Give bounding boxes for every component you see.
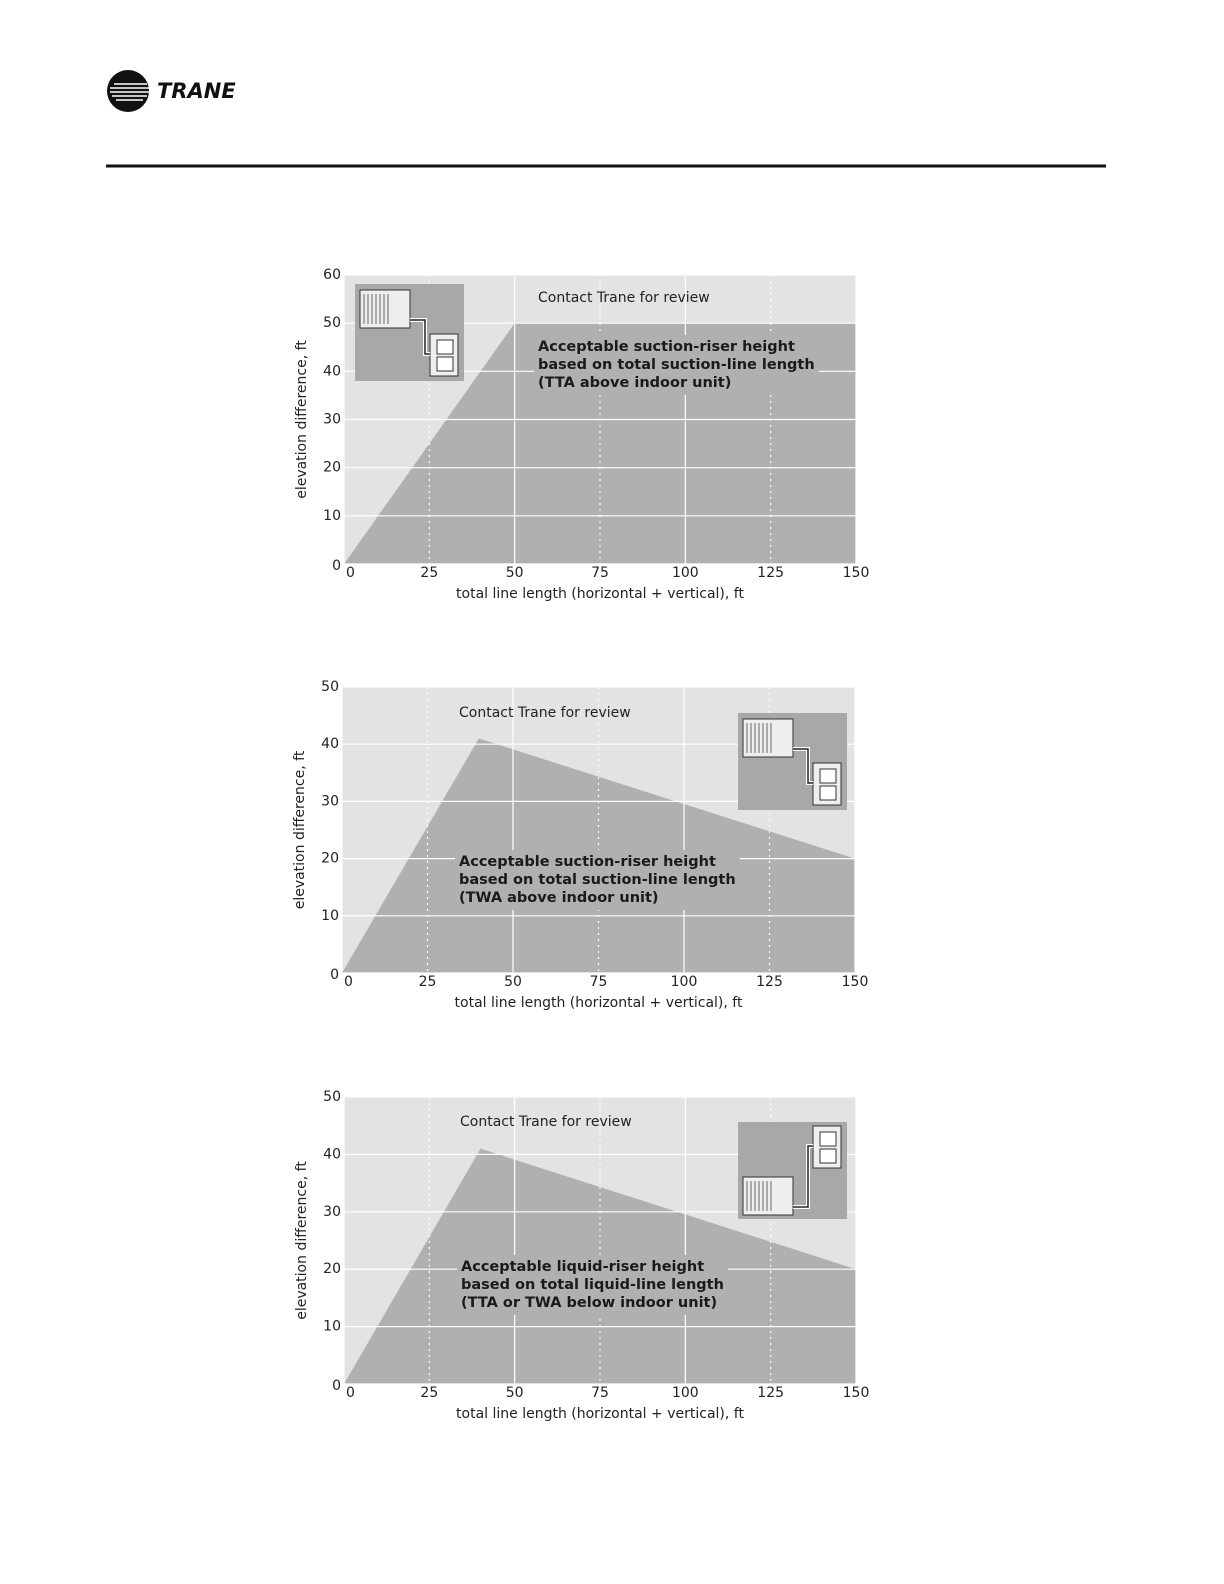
area-label-bg bbox=[457, 1255, 728, 1315]
area-label: based on total liquid-line length bbox=[461, 1277, 724, 1293]
unit-icon bbox=[355, 284, 464, 381]
indoor-panel bbox=[819, 1148, 837, 1164]
y-axis-label: elevation difference, ft bbox=[292, 750, 308, 909]
pipe bbox=[793, 1145, 813, 1208]
pipe bbox=[793, 748, 813, 784]
annotation: Contact Trane for review bbox=[460, 1114, 632, 1130]
indoor-panel bbox=[819, 768, 837, 784]
x-tick-label: 50 bbox=[506, 565, 524, 581]
x-axis-label: total line length (horizontal + vertical… bbox=[456, 1406, 744, 1422]
x-tick-label: 25 bbox=[420, 565, 438, 581]
x-tick-label: 25 bbox=[420, 1385, 438, 1401]
x-tick-label: 25 bbox=[419, 974, 437, 990]
x-axis-label: total line length (horizontal + vertical… bbox=[455, 995, 743, 1011]
annotation: Contact Trane for review bbox=[459, 705, 631, 721]
y-tick-label: 60 bbox=[323, 267, 341, 283]
x-tick-label: 75 bbox=[591, 565, 609, 581]
x-tick-label: 100 bbox=[672, 565, 699, 581]
x-tick-label: 125 bbox=[756, 974, 783, 990]
x-tick-label: 125 bbox=[757, 565, 784, 581]
indoor-panel bbox=[436, 339, 454, 355]
y-axis-label: elevation difference, ft bbox=[294, 1161, 310, 1320]
logo-text: TRANE bbox=[157, 79, 236, 103]
area-label: (TTA above indoor unit) bbox=[538, 375, 731, 391]
y-tick-label: 50 bbox=[321, 679, 339, 695]
indoor-panel bbox=[819, 785, 837, 801]
y-tick-label: 20 bbox=[321, 851, 339, 867]
area-label-bg bbox=[534, 335, 819, 395]
x-axis-label: total line length (horizontal + vertical… bbox=[456, 586, 744, 602]
y-tick-label: 40 bbox=[323, 363, 341, 379]
x-tick-label: 0 bbox=[346, 1385, 355, 1401]
y-tick-label: 20 bbox=[323, 1261, 341, 1277]
x-tick-label: 150 bbox=[842, 974, 869, 990]
y-tick-label: 50 bbox=[323, 315, 341, 331]
area-label: Acceptable suction-riser height bbox=[538, 339, 795, 355]
x-tick-label: 0 bbox=[344, 974, 353, 990]
y-tick-label: 30 bbox=[323, 412, 341, 428]
logo: TRANE bbox=[107, 70, 236, 112]
y-tick-label: 30 bbox=[321, 793, 339, 809]
area-label: based on total suction-line length bbox=[538, 357, 815, 373]
y-tick-label: 20 bbox=[323, 460, 341, 476]
x-tick-label: 150 bbox=[843, 1385, 870, 1401]
x-tick-label: 150 bbox=[843, 565, 870, 581]
y-tick-label: 0 bbox=[332, 558, 341, 574]
annotation: Contact Trane for review bbox=[538, 290, 710, 306]
y-tick-label: 40 bbox=[321, 736, 339, 752]
indoor-panel bbox=[436, 356, 454, 372]
y-tick-label: 0 bbox=[330, 967, 339, 983]
y-tick-label: 40 bbox=[323, 1146, 341, 1162]
pipe bbox=[410, 319, 430, 355]
y-tick-label: 30 bbox=[323, 1204, 341, 1220]
x-tick-label: 50 bbox=[506, 1385, 524, 1401]
unit-icon bbox=[738, 713, 847, 810]
area-label: based on total suction-line length bbox=[459, 872, 736, 888]
area-label: (TWA above indoor unit) bbox=[459, 890, 659, 906]
area-label: Acceptable suction-riser height bbox=[459, 854, 716, 870]
y-tick-label: 10 bbox=[323, 1319, 341, 1335]
x-tick-label: 50 bbox=[504, 974, 522, 990]
y-tick-label: 10 bbox=[321, 908, 339, 924]
x-tick-label: 75 bbox=[591, 1385, 609, 1401]
area-label: Acceptable liquid-riser height bbox=[461, 1259, 704, 1275]
x-tick-label: 0 bbox=[346, 565, 355, 581]
unit-icon bbox=[738, 1122, 847, 1219]
area-label: (TTA or TWA below indoor unit) bbox=[461, 1295, 717, 1311]
x-tick-label: 125 bbox=[757, 1385, 784, 1401]
x-tick-label: 100 bbox=[671, 974, 698, 990]
y-tick-label: 0 bbox=[332, 1378, 341, 1394]
y-axis-label: elevation difference, ft bbox=[294, 340, 310, 499]
x-tick-label: 100 bbox=[672, 1385, 699, 1401]
x-tick-label: 75 bbox=[590, 974, 608, 990]
y-tick-label: 10 bbox=[323, 508, 341, 524]
area-label-bg bbox=[455, 850, 740, 910]
y-tick-label: 50 bbox=[323, 1089, 341, 1105]
indoor-panel bbox=[819, 1131, 837, 1147]
